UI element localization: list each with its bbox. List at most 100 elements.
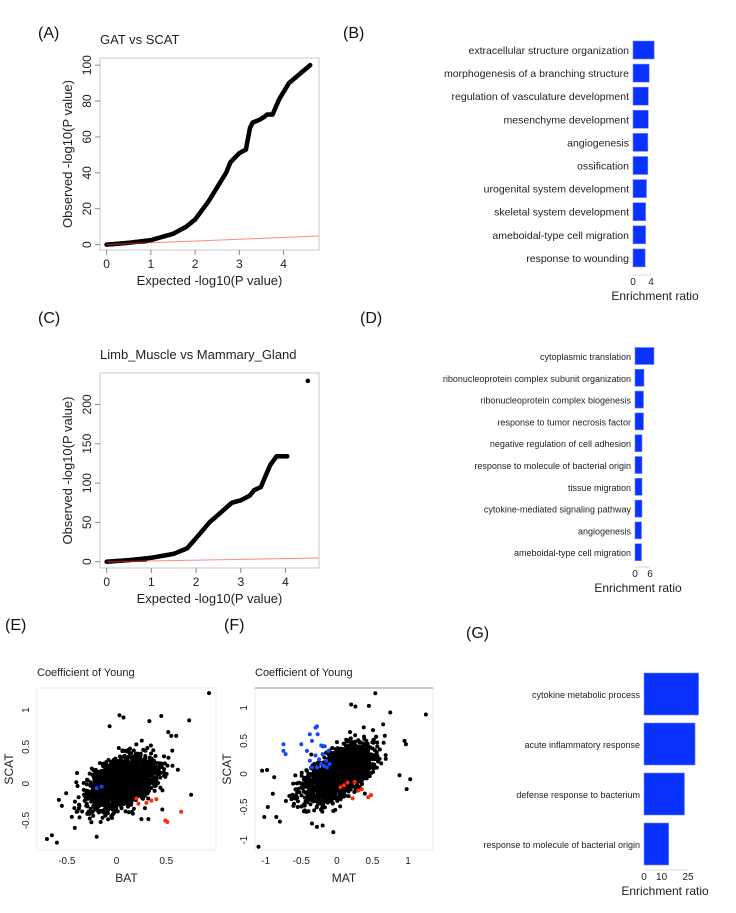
- data-point: [301, 784, 306, 789]
- up-point: [319, 743, 324, 748]
- panel-label-g: (G): [466, 625, 489, 642]
- data-point: [64, 791, 69, 796]
- data-point: [189, 792, 194, 797]
- data-point: [100, 815, 105, 820]
- data-point: [103, 773, 108, 778]
- y-tick-label: 1: [239, 705, 250, 711]
- data-point: [122, 763, 127, 768]
- data-point: [291, 781, 296, 786]
- panel-label-d: (D): [360, 310, 382, 327]
- data-point: [126, 747, 131, 752]
- data-point: [169, 733, 174, 738]
- data-point: [121, 754, 126, 759]
- data-point: [120, 760, 125, 765]
- y-tick-label: 1: [21, 707, 32, 713]
- data-point: [160, 807, 165, 812]
- up-point: [299, 742, 304, 747]
- data-point: [397, 773, 402, 778]
- x-tick-label: 3: [236, 257, 243, 271]
- data-point: [129, 770, 134, 775]
- y-tick-label: 0: [239, 771, 250, 777]
- data-point: [166, 755, 171, 760]
- y-tick-label: 200: [80, 394, 94, 414]
- data-point: [361, 766, 366, 771]
- down-point: [338, 785, 343, 790]
- bar-label: ossification: [577, 161, 629, 173]
- reference-line-overlap: [106, 242, 147, 246]
- data-point: [362, 754, 367, 759]
- data-point: [91, 768, 96, 773]
- data-point: [146, 796, 151, 801]
- data-point: [374, 734, 379, 739]
- data-point: [317, 779, 322, 784]
- y-tick-label: 20: [80, 202, 94, 216]
- x-tick-label: 0.5: [366, 856, 380, 867]
- data-point: [123, 776, 128, 781]
- data-point: [97, 761, 102, 766]
- data-point: [134, 752, 139, 757]
- data-point: [137, 779, 142, 784]
- data-point: [140, 791, 145, 796]
- data-point: [372, 756, 377, 761]
- data-point: [361, 734, 366, 739]
- data-point: [174, 733, 179, 738]
- data-point: [341, 761, 346, 766]
- down-point: [154, 797, 159, 802]
- data-point: [107, 788, 112, 793]
- x-tick-label: 1: [148, 257, 155, 271]
- data-point: [131, 806, 136, 811]
- data-point: [359, 751, 364, 756]
- data-point: [381, 740, 386, 745]
- bar-label: ameboidal-type cell migration: [492, 230, 629, 242]
- data-point: [72, 825, 77, 830]
- data-point: [54, 840, 59, 845]
- panel-label-f: (F): [224, 617, 244, 634]
- bar-label: ameboidal-type cell migration: [514, 548, 631, 558]
- data-point: [111, 774, 116, 779]
- data-point: [120, 798, 125, 803]
- x-tick-label: -1: [261, 856, 270, 867]
- data-point: [119, 774, 124, 779]
- data-point: [339, 748, 344, 753]
- data-point: [348, 730, 353, 735]
- data-point: [143, 787, 148, 792]
- data-point: [119, 805, 124, 810]
- data-point: [94, 834, 99, 839]
- data-point: [308, 802, 313, 807]
- data-point: [353, 752, 358, 757]
- bar: [632, 86, 649, 106]
- down-point: [134, 796, 139, 801]
- bar: [634, 368, 645, 387]
- data-point: [301, 777, 306, 782]
- panel-label-e: (E): [5, 617, 26, 634]
- data-point: [151, 748, 156, 753]
- data-point: [134, 782, 139, 787]
- data-point: [141, 776, 146, 781]
- data-point: [423, 712, 428, 717]
- data-point: [331, 830, 336, 835]
- data-point: [383, 756, 388, 761]
- data-point: [92, 776, 97, 781]
- data-point: [44, 836, 49, 841]
- data-point: [308, 779, 313, 784]
- bar: [632, 179, 647, 198]
- data-point: [146, 817, 151, 822]
- data-point: [325, 777, 330, 782]
- data-point: [341, 741, 346, 746]
- data-point: [161, 754, 166, 759]
- scatter-plot-e: Coefficient of Young-0.5 0 0.5-0.500.51BAT…: [2, 667, 217, 885]
- down-point: [165, 820, 170, 825]
- scatter-plot-f: Coefficient of Young-1 -0.5 0 0.5 1-1-0.500.…: [220, 667, 434, 885]
- data-point: [291, 801, 296, 806]
- chart-title: Limb_Muscle vs Mammary_Gland: [100, 347, 297, 362]
- panel-label-a: (A): [38, 25, 59, 42]
- data-point: [59, 803, 64, 808]
- data-point: [154, 775, 159, 780]
- data-point: [117, 781, 122, 786]
- data-point: [283, 799, 288, 804]
- data-point: [361, 725, 366, 730]
- data-point: [270, 791, 275, 796]
- data-point: [96, 810, 101, 815]
- data-point: [89, 799, 94, 804]
